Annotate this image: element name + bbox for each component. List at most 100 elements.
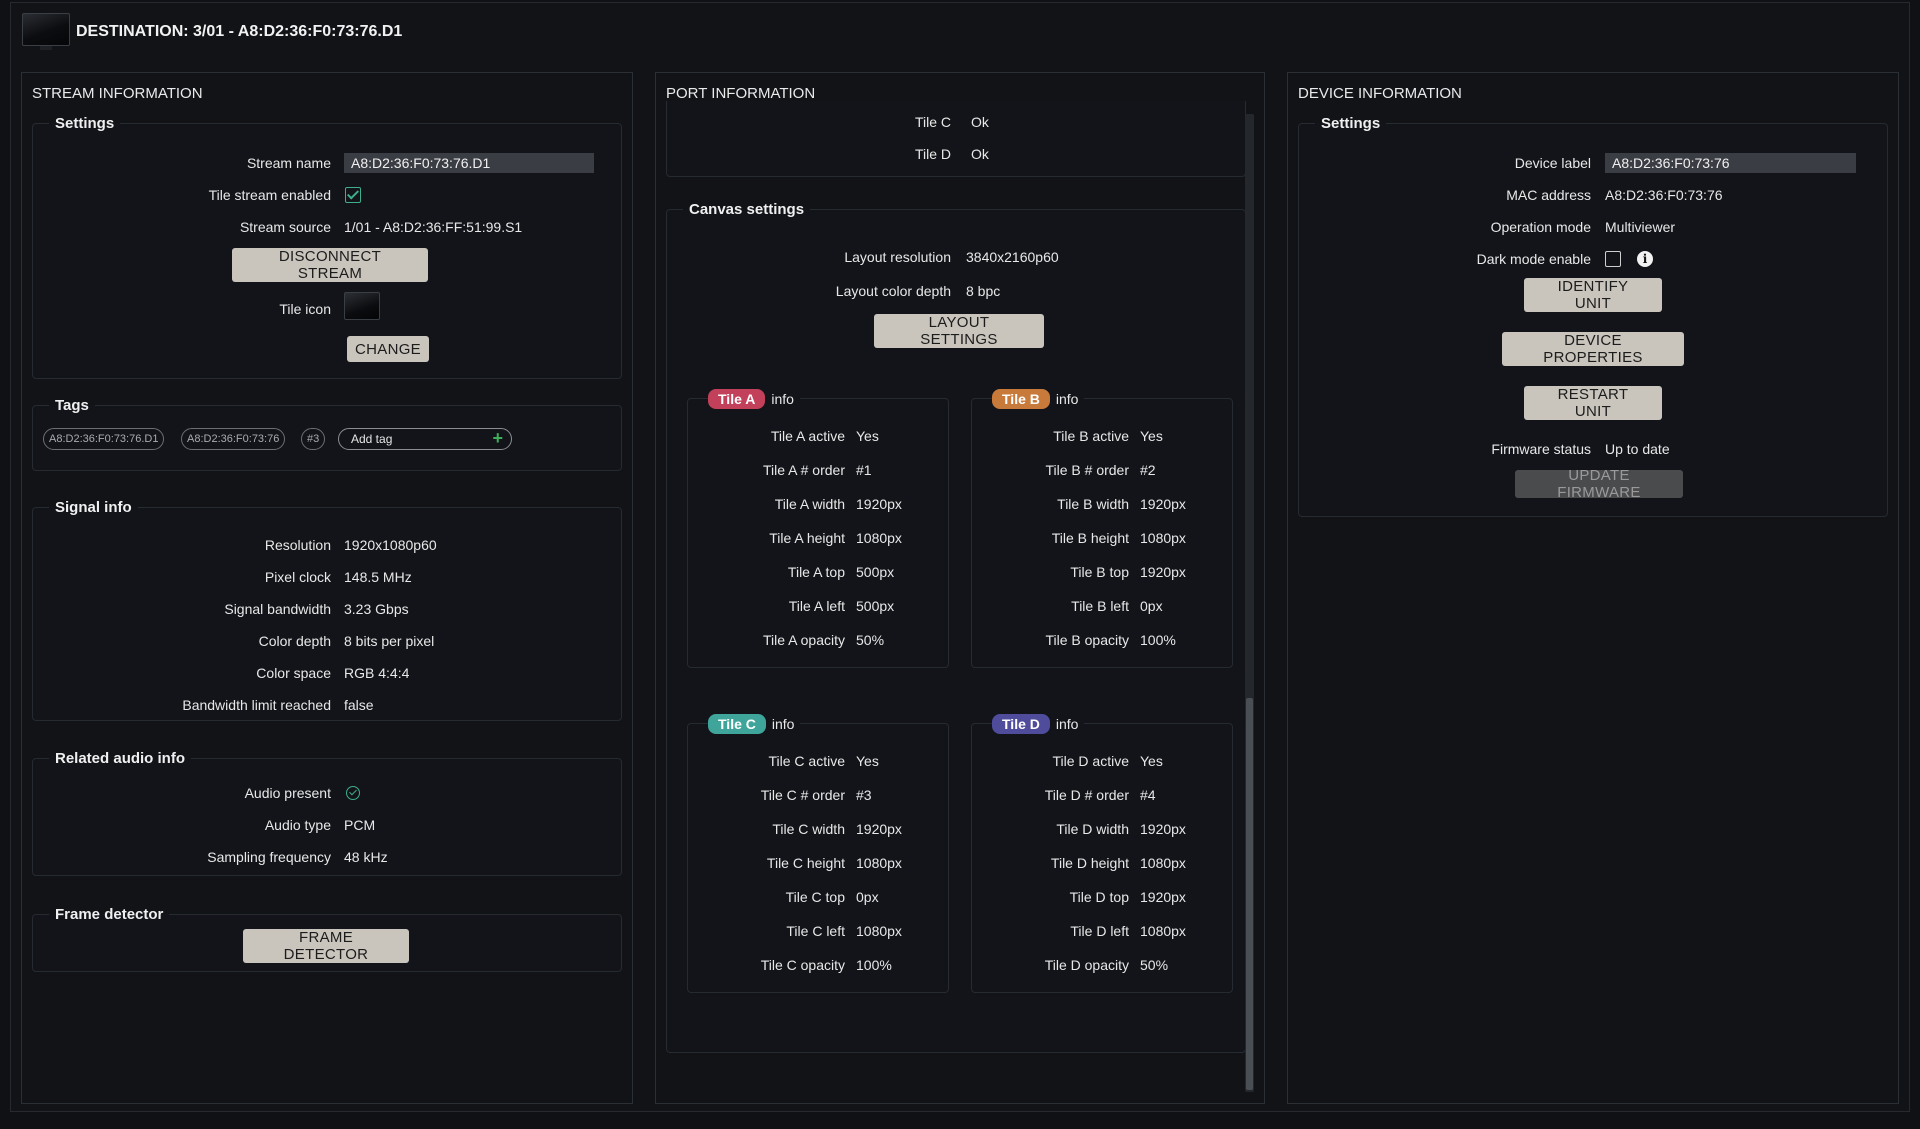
- frame-detector-button[interactable]: FRAME DETECTOR: [243, 929, 409, 963]
- tile-info-row-label: Tile C top: [785, 889, 845, 905]
- tile-info-row-value: 0px: [1140, 598, 1163, 614]
- tile-header: Tile C info: [708, 714, 801, 734]
- audio-type-label: Audio type: [264, 817, 331, 833]
- mac-address-value: A8:D2:36:F0:73:76: [1605, 187, 1723, 203]
- device-properties-button[interactable]: DEVICE PROPERTIES: [1502, 332, 1684, 366]
- tile-info-row: Tile D top 1920px: [972, 886, 1232, 908]
- tag-chip[interactable]: A8:D2:36:F0:73:76.D1: [43, 428, 165, 450]
- tile-info-row: Tile A top 500px: [688, 561, 948, 583]
- tile-info-row-value: #2: [1140, 462, 1156, 478]
- tile-info-row: Tile A active Yes: [688, 425, 948, 447]
- info-icon[interactable]: i: [1637, 251, 1653, 267]
- monitor-icon: [22, 13, 70, 51]
- group-legend: Tags: [55, 397, 89, 414]
- tile-badge: Tile C: [708, 714, 766, 734]
- tile-info-row-label: Tile D width: [1056, 821, 1129, 837]
- tile-info-row-value: 100%: [856, 957, 892, 973]
- tile-info-label: info: [771, 391, 794, 407]
- header: DESTINATION: 3/01 - A8:D2:36:F0:73:76.D1: [22, 12, 402, 52]
- stream-source-value: 1/01 - A8:D2:36:FF:51:99.S1: [344, 219, 523, 235]
- tile-info-row-label: Tile A top: [787, 564, 845, 580]
- tile-header: Tile D info: [992, 714, 1085, 734]
- tile-info-row-value: 50%: [856, 632, 885, 648]
- device-label-label: Device label: [1514, 155, 1591, 171]
- tile-info-row-value: 1920px: [856, 821, 902, 837]
- group-legend: Signal info: [55, 499, 132, 516]
- tile-c-status-label: Tile C: [914, 114, 951, 130]
- scrollbar-thumb[interactable]: [1246, 698, 1253, 1090]
- tile-badge: Tile B: [992, 389, 1050, 409]
- tile-stream-enabled-checkbox[interactable]: [345, 187, 361, 203]
- tile-a-info-box: Tile A info Tile A active Yes Tile A # order…: [687, 389, 949, 668]
- tile-info-row-label: Tile B opacity: [1045, 632, 1129, 648]
- signal-row: Color space RGB 4:4:4: [33, 662, 621, 684]
- tile-info-row-label: Tile D height: [1050, 855, 1129, 871]
- tile-info-row-value: 1920px: [1140, 821, 1186, 837]
- tile-info-row-label: Tile C left: [786, 923, 845, 939]
- identify-unit-button[interactable]: IDENTIFY UNIT: [1524, 278, 1662, 312]
- tile-badge: Tile A: [708, 389, 766, 409]
- tile-c-status-value: Ok: [971, 114, 989, 130]
- panel-title: PORT INFORMATION: [666, 85, 816, 102]
- tile-info-row: Tile D # order #4: [972, 784, 1232, 806]
- tile-info-row-label: Tile B # order: [1045, 462, 1129, 478]
- group-legend: Related audio info: [55, 750, 186, 767]
- signal-label: Signal bandwidth: [224, 601, 331, 617]
- disconnect-stream-button[interactable]: DISCONNECT STREAM: [232, 248, 428, 282]
- layout-resolution-label: Layout resolution: [844, 249, 951, 265]
- layout-settings-button[interactable]: LAYOUT SETTINGS: [874, 314, 1044, 348]
- sampling-frequency-label: Sampling frequency: [207, 849, 331, 865]
- tile-info-row: Tile B width 1920px: [972, 493, 1232, 515]
- signal-row: Color depth 8 bits per pixel: [33, 630, 621, 652]
- tile-info-row: Tile B height 1080px: [972, 527, 1232, 549]
- tile-info-row: Tile B # order #2: [972, 459, 1232, 481]
- tile-info-row: Tile A # order #1: [688, 459, 948, 481]
- tile-d-status-label: Tile D: [914, 146, 951, 162]
- add-tag-input[interactable]: Add tag +: [338, 428, 512, 450]
- frame-detector-group: Frame detector FRAME DETECTOR: [32, 906, 622, 972]
- signal-label: Resolution: [264, 537, 331, 553]
- tile-info-label: info: [1055, 716, 1079, 732]
- tag-chip[interactable]: A8:D2:36:F0:73:76: [181, 428, 286, 450]
- device-label-input[interactable]: A8:D2:36:F0:73:76: [1605, 153, 1856, 173]
- signal-label: Color space: [256, 665, 331, 681]
- tile-info-row-label: Tile B top: [1070, 564, 1129, 580]
- tile-info-row: Tile B opacity 100%: [972, 629, 1232, 651]
- signal-value: 3.23 Gbps: [344, 601, 409, 617]
- tile-info-row: Tile C # order #3: [688, 784, 948, 806]
- operation-mode-label: Operation mode: [1490, 219, 1591, 235]
- tile-info-row-label: Tile C width: [772, 821, 845, 837]
- tile-d-status-value: Ok: [971, 146, 989, 162]
- tile-info-row-label: Tile B width: [1057, 496, 1129, 512]
- tile-info-row-label: Tile D opacity: [1044, 957, 1129, 973]
- restart-unit-button[interactable]: RESTART UNIT: [1524, 386, 1662, 420]
- tile-info-row-value: 1080px: [856, 855, 902, 871]
- tile-info-row: Tile C left 1080px: [688, 920, 948, 942]
- tile-info-row-value: 1080px: [1140, 530, 1186, 546]
- dark-mode-label: Dark mode enable: [1476, 251, 1591, 267]
- plus-icon[interactable]: +: [492, 428, 503, 448]
- stream-name-input[interactable]: A8:D2:36:F0:73:76.D1: [344, 153, 594, 173]
- tile-info-row: Tile C top 0px: [688, 886, 948, 908]
- change-icon-button[interactable]: CHANGE: [347, 336, 429, 362]
- sampling-frequency-value: 48 kHz: [344, 849, 388, 865]
- dark-mode-checkbox[interactable]: [1605, 251, 1621, 267]
- tag-chip[interactable]: #3: [301, 428, 326, 450]
- tags-group: Tags A8:D2:36:F0:73:76.D1 A8:D2:36:F0:73…: [32, 397, 622, 471]
- device-information-panel: DEVICE INFORMATION Settings Device label…: [1287, 72, 1899, 1104]
- panel-title: STREAM INFORMATION: [32, 85, 203, 102]
- tile-info-row-value: Yes: [856, 753, 879, 769]
- tile-info-row: Tile B active Yes: [972, 425, 1232, 447]
- tile-icon-label: Tile icon: [279, 301, 331, 317]
- signal-row: Pixel clock 148.5 MHz: [33, 566, 621, 588]
- device-settings-group: Settings Device label A8:D2:36:F0:73:76 …: [1298, 115, 1888, 517]
- tile-info-row-label: Tile A active: [770, 428, 845, 444]
- tile-info-row-label: Tile A opacity: [763, 632, 845, 648]
- tile-info-row-value: 1080px: [856, 923, 902, 939]
- signal-info-group: Signal info Resolution 1920x1080p60 Pixel …: [32, 499, 622, 721]
- tile-info-row: Tile D opacity 50%: [972, 954, 1232, 976]
- tile-info-row-label: Tile D active: [1052, 753, 1129, 769]
- port-panel-scrollbar[interactable]: [1245, 114, 1254, 1092]
- panel-title: DEVICE INFORMATION: [1298, 85, 1462, 102]
- tile-info-row-value: 1920px: [1140, 496, 1186, 512]
